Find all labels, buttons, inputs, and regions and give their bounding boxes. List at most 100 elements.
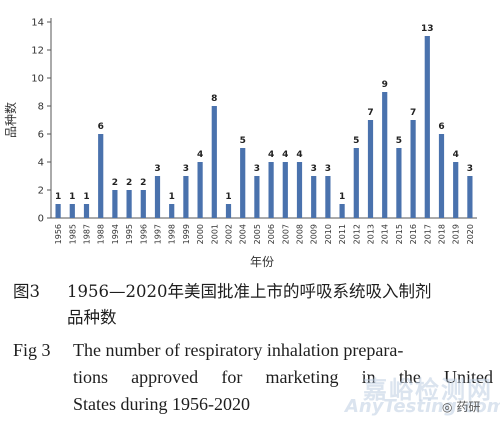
x-tick-label: 2015 xyxy=(395,224,404,244)
x-axis: 1956 1985 1987 1988 1994 1995 1996 1997 1998 1999… xyxy=(51,217,477,244)
figure-caption-english: Fig 3 The number of respiratory inhalati… xyxy=(13,337,493,418)
y-tick-label: 2 xyxy=(38,186,44,197)
y-tick-label: 14 xyxy=(31,18,44,29)
x-tick-label: 1997 xyxy=(154,224,163,244)
bar-value-label: 2 xyxy=(112,178,118,188)
bar xyxy=(396,148,402,218)
x-tick-label: 1994 xyxy=(111,224,120,244)
x-tick-label: 2007 xyxy=(281,224,290,244)
bar-value-label: 4 xyxy=(296,150,302,160)
bar-value-label: 7 xyxy=(410,108,416,118)
bar-value-label: 3 xyxy=(254,164,260,174)
x-tick-label: 2018 xyxy=(438,224,447,244)
x-tick-label: 2020 xyxy=(466,224,475,244)
bar-value-label: 1 xyxy=(339,192,345,202)
y-tick-label: 0 xyxy=(38,214,44,225)
x-tick-label: 1985 xyxy=(68,224,77,244)
bar xyxy=(282,162,288,218)
bar-value-label: 4 xyxy=(282,150,288,160)
bar-value-label: 4 xyxy=(453,150,459,160)
bar-value-label: 4 xyxy=(268,150,274,160)
bar-value-label: 1 xyxy=(225,192,231,202)
bar xyxy=(438,134,445,218)
bar xyxy=(169,204,175,218)
bar-value-label: 5 xyxy=(240,136,246,146)
bar xyxy=(240,148,246,218)
bar xyxy=(140,190,146,218)
figure-label-english: Fig 3 xyxy=(13,340,51,360)
bar-value-label: 8 xyxy=(211,94,217,104)
bar xyxy=(126,190,132,218)
y-axis: 0 2 4 6 8 10 12 14 xyxy=(31,18,52,225)
bar xyxy=(83,204,90,218)
caption-chinese-line-2: 品种数 xyxy=(67,308,117,327)
bar xyxy=(410,120,416,218)
x-tick-label: 2005 xyxy=(253,224,262,244)
bar-value-label: 5 xyxy=(353,136,359,146)
x-tick-label: 1996 xyxy=(139,224,148,244)
x-tick-label: 2006 xyxy=(267,224,276,244)
x-tick-label: 1987 xyxy=(83,224,92,244)
bar xyxy=(325,176,331,218)
bar xyxy=(254,176,260,218)
bar xyxy=(367,120,374,218)
x-tick-label: 1956 xyxy=(54,224,63,244)
bar xyxy=(353,148,359,218)
bar xyxy=(154,176,161,218)
bar xyxy=(382,92,388,218)
x-tick-label: 1999 xyxy=(182,224,191,244)
bar xyxy=(467,176,473,218)
bar-value-label: 2 xyxy=(140,178,146,188)
figure-label-chinese: 图3 xyxy=(13,282,40,301)
bar xyxy=(453,162,459,218)
bar-value-label: 3 xyxy=(325,164,331,174)
x-tick-label: 2008 xyxy=(296,224,305,244)
bar xyxy=(225,204,232,218)
caption-english-line-1: The number of respiratory inhalation pre… xyxy=(73,340,404,360)
wechat-icon: ◎ xyxy=(442,400,453,414)
bar-value-label: 4 xyxy=(197,150,203,160)
bar xyxy=(211,106,217,218)
y-tick-label: 12 xyxy=(31,46,44,57)
figure-caption-chinese: 图3 1956—2020年美国批准上市的呼吸系统吸入制剂 品种数 xyxy=(13,279,493,331)
bar-value-label: 6 xyxy=(438,122,444,132)
bar xyxy=(424,36,430,218)
x-tick-label: 2017 xyxy=(423,224,432,244)
bar-value-label: 3 xyxy=(467,164,473,174)
y-tick-label: 10 xyxy=(31,74,44,85)
bar xyxy=(69,204,75,218)
bar-value-label: 3 xyxy=(154,164,160,174)
x-axis-title: 年份 xyxy=(250,255,274,269)
bar xyxy=(296,162,303,218)
bar xyxy=(112,190,118,218)
x-tick-label: 1995 xyxy=(125,224,134,244)
bar xyxy=(311,176,317,218)
bar-value-label: 3 xyxy=(311,164,317,174)
source-badge-text: 药研 xyxy=(456,400,481,414)
x-tick-label: 2002 xyxy=(225,224,234,244)
y-axis-title: 品种数 xyxy=(3,102,18,138)
x-tick-label: 2011 xyxy=(338,224,347,244)
bar-value-label: 1 xyxy=(169,192,175,202)
y-tick-label: 8 xyxy=(38,102,44,113)
bar-value-label: 1 xyxy=(83,192,89,202)
caption-english-line-2: tions approved for marketing in the Unit… xyxy=(73,367,493,387)
x-tick-label: 2000 xyxy=(196,224,205,244)
bar-value-label: 13 xyxy=(421,24,434,34)
x-tick-label: 2012 xyxy=(352,224,361,244)
x-tick-label: 2019 xyxy=(452,224,461,244)
bar-value-label: 1 xyxy=(69,192,75,202)
y-tick-label: 6 xyxy=(38,130,44,141)
x-tick-label: 2004 xyxy=(239,224,248,244)
bar xyxy=(197,162,203,218)
caption-chinese-line-1: 1956—2020年美国批准上市的呼吸系统吸入制剂 xyxy=(67,282,432,301)
bar-value-label: 1 xyxy=(55,192,61,202)
caption-english-line-3: States during 1956-2020 xyxy=(73,394,250,414)
bar-value-label: 9 xyxy=(382,80,388,90)
bar xyxy=(98,134,104,218)
x-tick-label: 2009 xyxy=(310,224,319,244)
x-tick-label: 2010 xyxy=(324,224,333,244)
bar xyxy=(268,162,274,218)
